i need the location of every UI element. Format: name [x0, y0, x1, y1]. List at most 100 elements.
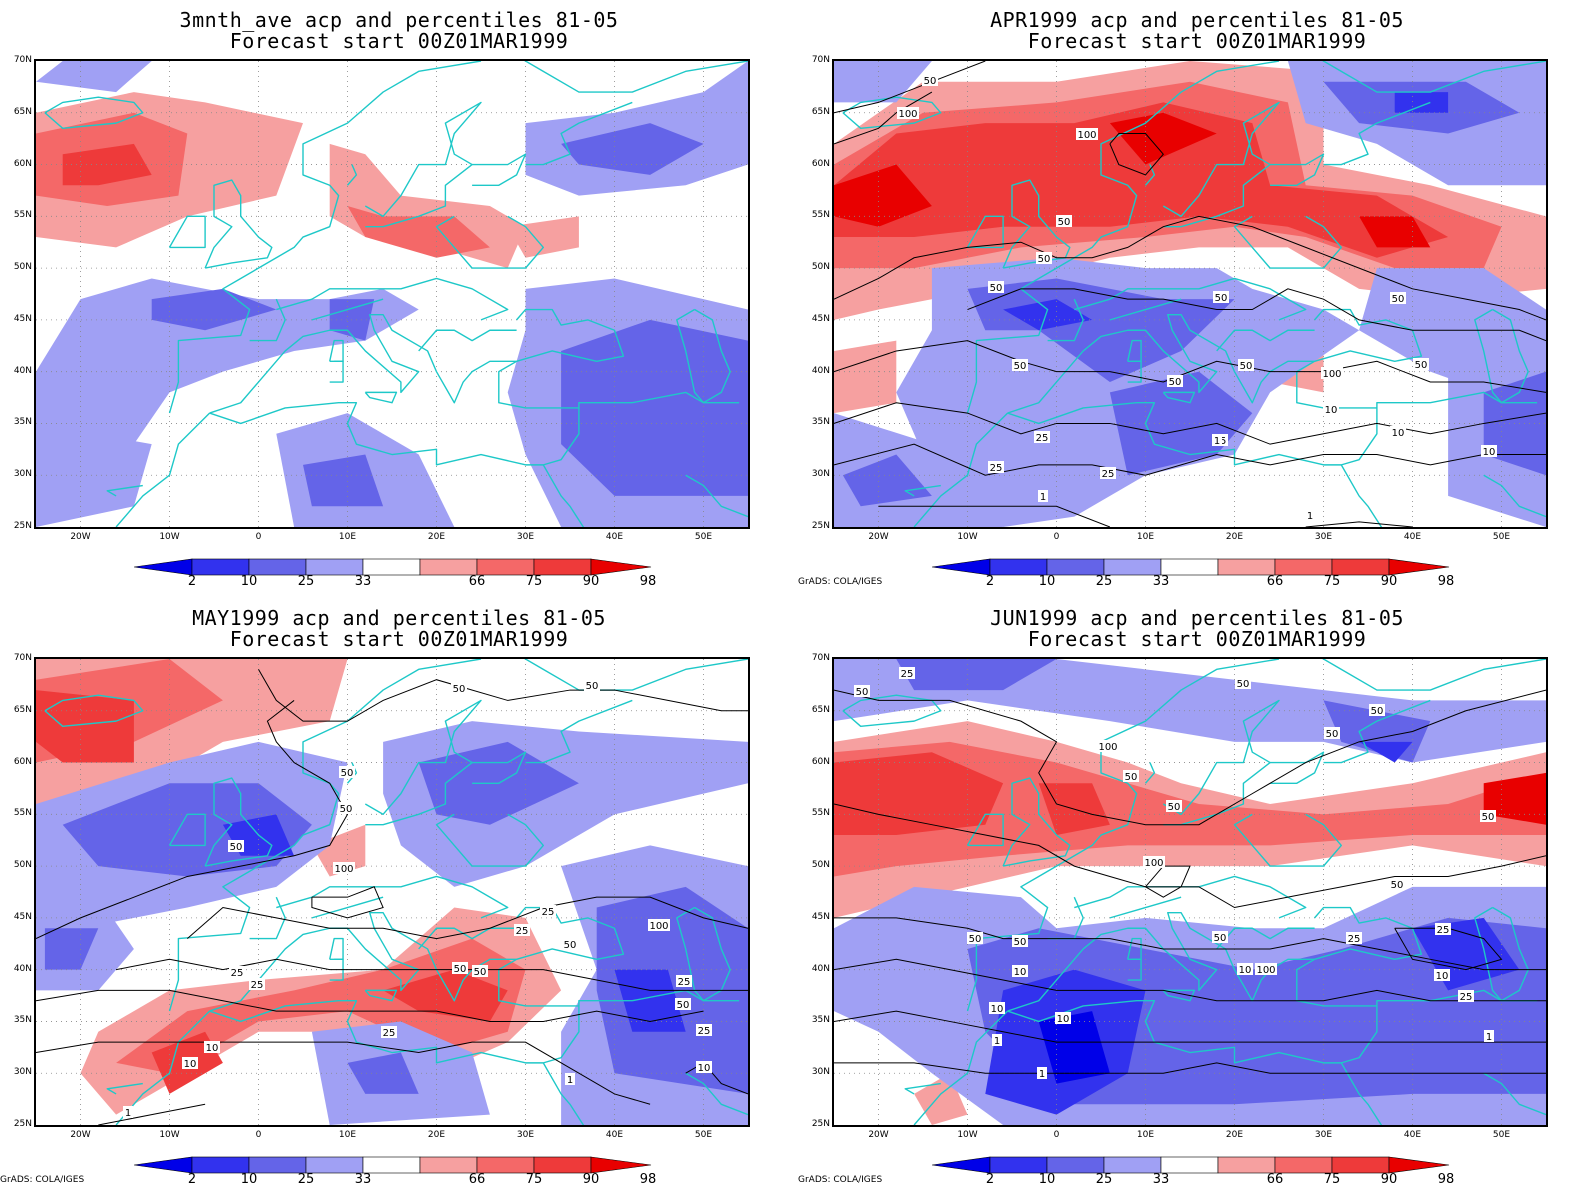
- svg-text:25: 25: [231, 968, 244, 979]
- svg-text:50: 50: [1125, 772, 1138, 783]
- coastline: [364, 101, 482, 228]
- lat-label: 55N: [811, 210, 830, 221]
- contour-label: 25: [540, 905, 556, 918]
- contour-label: 10: [182, 1057, 198, 1070]
- svg-text:50: 50: [1237, 679, 1250, 690]
- svg-text:1: 1: [1040, 492, 1046, 503]
- contour-lines: [834, 61, 1546, 527]
- svg-text:50: 50: [341, 768, 354, 779]
- title-line-2: Forecast start 00Z01MAR1999: [229, 29, 569, 53]
- colorbar-label: 33: [354, 1172, 372, 1187]
- coastline: [418, 329, 517, 352]
- contour-label: 50: [339, 766, 355, 779]
- contour-line: [98, 1103, 206, 1125]
- lat-label: 65N: [13, 106, 32, 117]
- contour-line: [36, 700, 349, 940]
- lon-label: 20E: [1225, 1130, 1244, 1140]
- svg-text:50: 50: [474, 967, 487, 978]
- lat-label: 45N: [13, 911, 32, 922]
- percentile-region-red_98: [1359, 216, 1431, 248]
- svg-text:25: 25: [901, 669, 914, 680]
- lat-label: 50N: [13, 262, 32, 273]
- contour-label: 1: [1212, 434, 1222, 447]
- lon-label: 50E: [1492, 1130, 1511, 1140]
- svg-text:25: 25: [1437, 925, 1450, 936]
- lat-label: 70N: [811, 55, 830, 65]
- percentile-region-blue_10: [1359, 741, 1413, 763]
- contour-label: 100: [1097, 740, 1119, 753]
- contour-line: [186, 896, 748, 940]
- coastline: [249, 896, 286, 940]
- coastline: [1162, 391, 1196, 404]
- contour-label: 10: [989, 1002, 1005, 1015]
- svg-text:10: 10: [1392, 428, 1405, 439]
- percentile-region-red_98: [1109, 112, 1217, 165]
- lon-label: 10W: [159, 1130, 180, 1140]
- contour-label: 50: [922, 74, 938, 87]
- lon-label: 40E: [1403, 532, 1422, 542]
- coastline: [524, 61, 748, 93]
- contour-label: 50: [1213, 291, 1229, 304]
- panel-title: 3mnth_ave acp and percentiles 81-05 Forec…: [0, 10, 798, 52]
- colorbar-label: 25: [1095, 574, 1113, 589]
- percentile-region-blue_25: [896, 659, 1057, 691]
- lat-label: 45N: [811, 911, 830, 922]
- contour-label: 10: [1012, 965, 1028, 978]
- svg-text:25: 25: [1460, 992, 1473, 1003]
- contour-label: 25: [676, 975, 692, 988]
- contour-label: 50: [1389, 878, 1405, 891]
- percentile-region-red_90: [36, 690, 134, 763]
- panel-jun1999: JUN1999 acp and percentiles 81-05 Forecas…: [798, 598, 1596, 1196]
- map-plot: 50 100 100 50 50 50 50 50 50 50 50 100 50 25 25 25 10 10 1…: [832, 59, 1548, 529]
- contour-line: [878, 505, 1111, 527]
- colorbar-label: 98: [1437, 574, 1455, 589]
- lon-label: 0: [255, 532, 262, 542]
- lon-label: 20E: [1225, 532, 1244, 542]
- lon-label: 20W: [70, 1130, 91, 1140]
- percentile-region-blue_33: [36, 423, 152, 527]
- svg-text:25: 25: [698, 1026, 711, 1037]
- map-svg: 50 100 100 50 50 50 50 50 50 50 50 100 50 25 25 25 10 10 1…: [834, 61, 1546, 527]
- lat-label: 40N: [13, 365, 32, 376]
- lat-label: 60N: [13, 756, 32, 767]
- contour-line: [834, 1062, 1546, 1074]
- contour-line: [834, 689, 1546, 826]
- lat-label: 50N: [811, 262, 830, 273]
- lat-label: 70N: [13, 653, 32, 663]
- coastline: [209, 314, 580, 466]
- svg-text:1: 1: [1214, 436, 1220, 447]
- grads-credit: GrADS: COLA/IGES: [798, 577, 883, 587]
- colorbar-label: 90: [1380, 1172, 1398, 1187]
- svg-text:50: 50: [586, 681, 599, 692]
- coastline: [1007, 314, 1378, 466]
- contour-label: 25: [514, 924, 530, 937]
- coastline: [472, 153, 527, 186]
- contour-label: 10: [1237, 963, 1253, 976]
- coastline: [106, 1082, 143, 1095]
- svg-text:50: 50: [1371, 706, 1384, 717]
- graticule: [36, 61, 748, 527]
- title-line-2: Forecast start 00Z01MAR1999: [1027, 627, 1367, 651]
- contour-label: 10: [696, 1061, 712, 1074]
- contour-label: 50: [1212, 931, 1228, 944]
- lat-label: 30N: [13, 1067, 32, 1078]
- coastline: [904, 484, 941, 497]
- svg-text:10: 10: [206, 1043, 219, 1054]
- lat-label: 50N: [13, 860, 32, 871]
- contour-label: 50: [1390, 292, 1406, 305]
- svg-text:25: 25: [678, 977, 691, 988]
- contour-line: [834, 61, 986, 114]
- svg-text:10: 10: [184, 1059, 197, 1070]
- contour-label: 50: [1413, 358, 1429, 371]
- contour-label: 25: [1346, 932, 1362, 945]
- lat-label: 65N: [811, 106, 830, 117]
- contour-label: 50: [854, 685, 870, 698]
- coastline: [115, 1010, 211, 1125]
- contour-line: [36, 989, 704, 1022]
- lat-label: 55N: [811, 808, 830, 819]
- svg-text:50: 50: [1391, 880, 1404, 891]
- colorbar-label: 75: [1323, 574, 1341, 589]
- coastline: [311, 896, 384, 919]
- coastline: [44, 96, 144, 130]
- grads-credit: GrADS: COLA/IGES: [0, 1175, 85, 1185]
